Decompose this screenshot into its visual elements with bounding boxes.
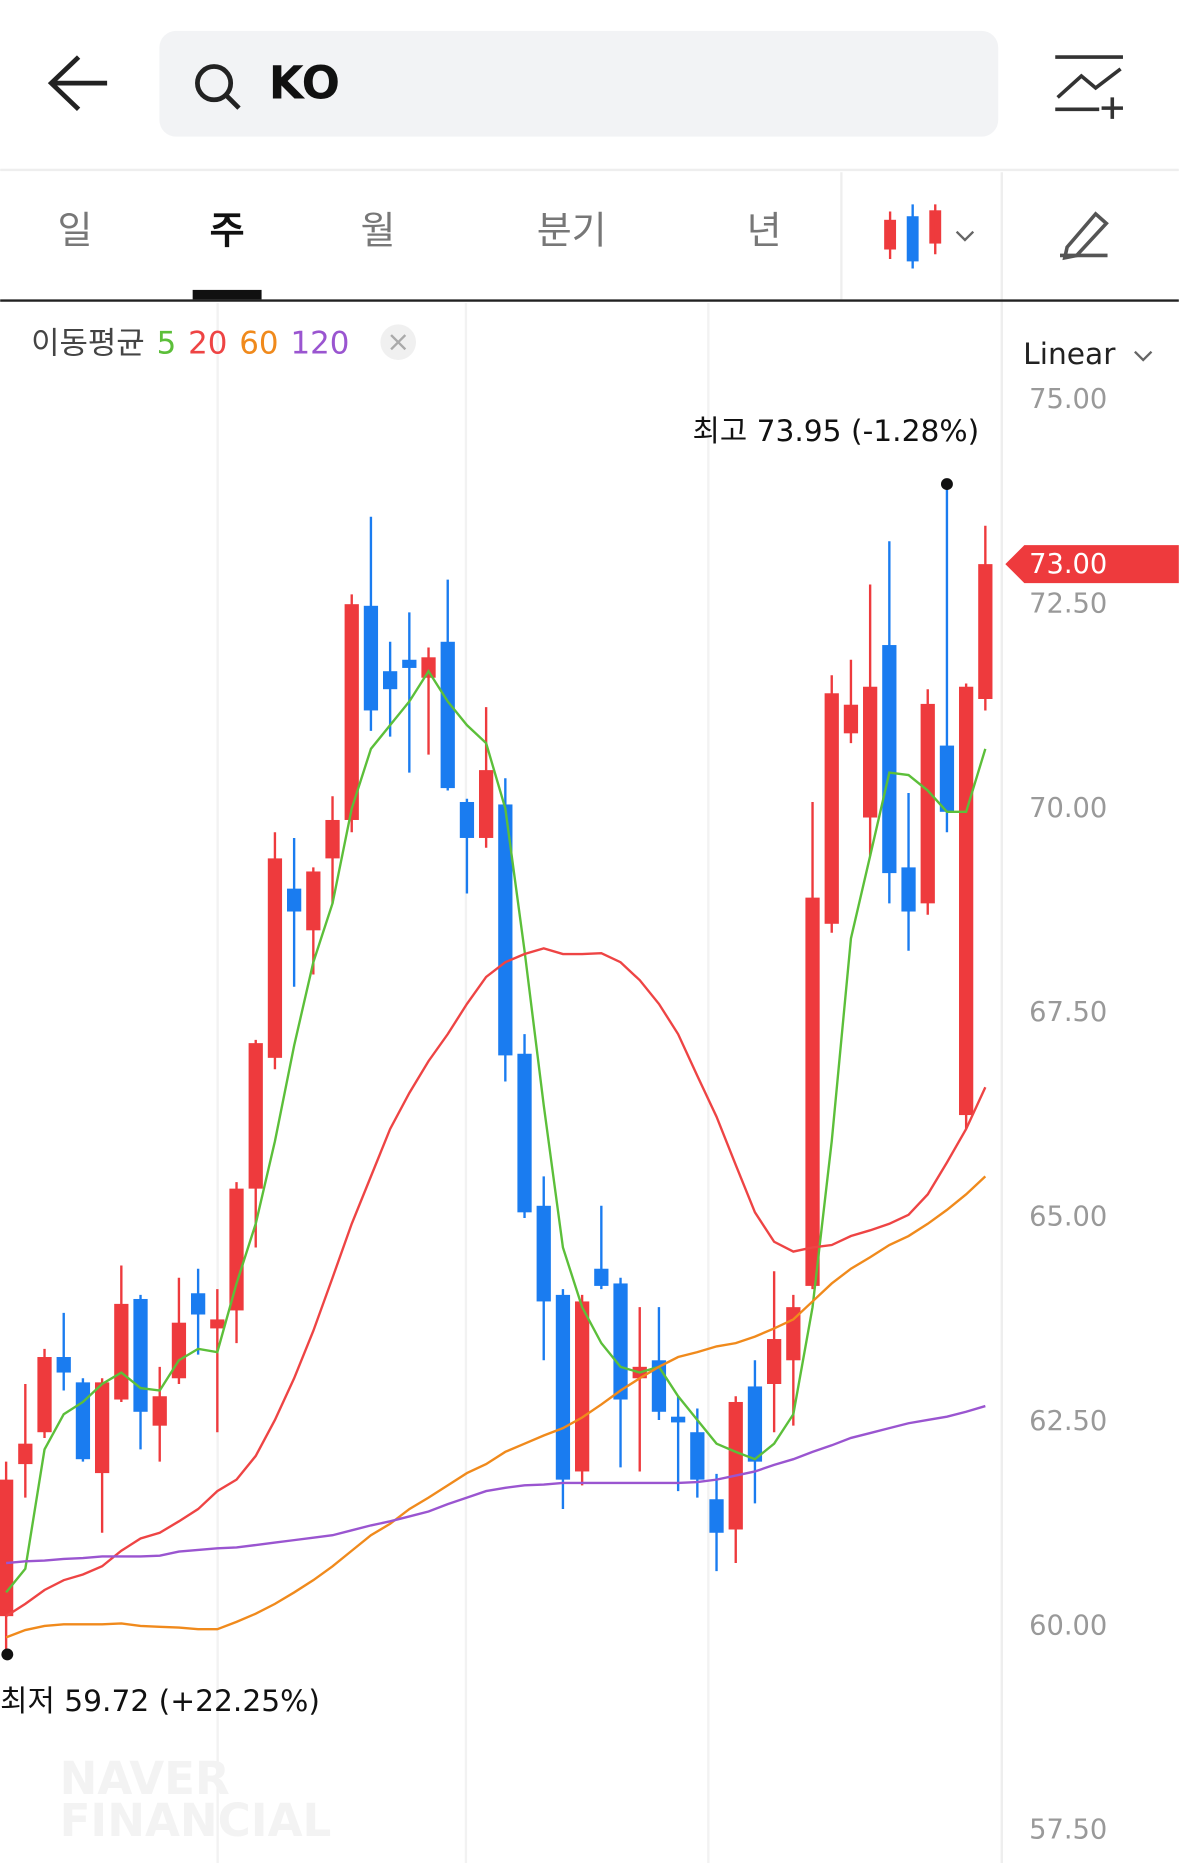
- y-tick-label: 67.50: [1029, 997, 1107, 1028]
- tab[interactable]: 주: [210, 208, 245, 252]
- moving-average-line: [5, 1175, 987, 1639]
- candle-body: [0, 1479, 14, 1617]
- candle-body: [613, 1283, 628, 1400]
- candle-body: [325, 819, 340, 859]
- candle-body: [267, 858, 283, 1058]
- legend-entry: 20: [188, 325, 227, 361]
- chart-type-button[interactable]: [884, 204, 975, 269]
- candle-body: [94, 1382, 110, 1474]
- scale-dropdown: [1134, 350, 1153, 362]
- back-button[interactable]: [47, 55, 108, 112]
- legend-entry: 60: [239, 325, 278, 361]
- candle-body: [229, 1188, 244, 1311]
- candle-body: [248, 1043, 263, 1189]
- y-tick-label: 62.50: [1029, 1406, 1107, 1437]
- low-marker: [1, 1648, 14, 1661]
- ma-legend: 이동평균 5 20 60 120: [31, 325, 349, 361]
- candle-body: [152, 1396, 167, 1426]
- scale-bg: [1005, 377, 1179, 409]
- search-icon: [224, 93, 241, 110]
- high-annotation: 최고 73.95 (-1.28%): [693, 414, 980, 449]
- candle-body: [498, 804, 513, 1056]
- candle-body: [594, 1268, 609, 1286]
- candle-body: [978, 564, 993, 699]
- draw-button[interactable]: [1060, 211, 1109, 261]
- watermark: FINANCIAL: [60, 1794, 332, 1847]
- candle-body: [690, 1432, 705, 1480]
- tab[interactable]: 분기: [537, 208, 607, 252]
- y-tick-label: 60.00: [1029, 1610, 1107, 1641]
- candle-body: [882, 645, 897, 874]
- candle-body: [747, 1386, 763, 1462]
- y-tick-label: 72.50: [1029, 588, 1107, 619]
- candle-body: [805, 897, 820, 1286]
- legend-entry: 120: [290, 325, 349, 361]
- legend-entry: 이동평균: [31, 325, 145, 361]
- candle-body: [536, 1205, 551, 1302]
- header: KO: [47, 30, 1123, 137]
- candle-body: [863, 686, 878, 818]
- ma-close-button: [390, 334, 407, 351]
- candle-body: [479, 770, 494, 838]
- candle-body: [959, 686, 974, 1116]
- candle-body: [402, 659, 417, 668]
- candle-body: [306, 871, 321, 931]
- candle-body: [114, 1303, 129, 1400]
- search-box[interactable]: [159, 30, 999, 137]
- candle-body: [728, 1401, 743, 1530]
- candle-body: [56, 1357, 71, 1373]
- candle-body: [75, 1382, 91, 1460]
- candle-body: [709, 1499, 724, 1533]
- legend-entry: 5: [157, 325, 177, 361]
- low-annotation: 최저 59.72 (+22.25%): [0, 1684, 320, 1719]
- candle-body: [383, 671, 398, 690]
- candle-body: [37, 1357, 52, 1433]
- candle-body: [671, 1416, 686, 1423]
- candle-body: [421, 657, 436, 678]
- compare-button[interactable]: [1055, 55, 1123, 119]
- watermark: NAVER: [60, 1752, 230, 1805]
- candle-body: [133, 1298, 148, 1412]
- y-tick-label: 75.00: [1029, 384, 1107, 415]
- scale-mode[interactable]: Linear: [1023, 337, 1116, 372]
- candle-body: [190, 1293, 206, 1315]
- moving-average-line: [5, 947, 987, 1618]
- search-icon: [195, 64, 234, 103]
- current-price-label: 73.00: [1029, 549, 1107, 580]
- candle-body: [210, 1319, 225, 1329]
- candle-body: [767, 1339, 782, 1384]
- candle-body: [901, 867, 916, 912]
- current-price-tag: [1005, 545, 1179, 584]
- candle-body: [843, 704, 859, 734]
- y-tick-label: 65.00: [1029, 1202, 1107, 1233]
- y-tick-label: 70.00: [1029, 793, 1107, 824]
- moving-average-line: [6, 1404, 986, 1565]
- y-tick-label: 57.50: [1029, 1815, 1107, 1846]
- candle-body: [939, 745, 955, 812]
- tab-indicator: [192, 289, 262, 300]
- tab[interactable]: 일: [58, 208, 93, 252]
- candle-body: [287, 888, 302, 912]
- candle-body: [363, 605, 379, 711]
- search-text: KO: [269, 57, 340, 110]
- candle-body: [824, 693, 839, 924]
- moving-average-line: [5, 668, 987, 1594]
- high-marker: [940, 478, 953, 491]
- tab[interactable]: 월: [361, 208, 396, 252]
- candle-body: [18, 1443, 33, 1465]
- candle-body: [344, 604, 359, 820]
- candle-body: [459, 801, 475, 838]
- candle-body: [517, 1053, 532, 1213]
- candle-body: [440, 641, 455, 789]
- candle-body: [555, 1294, 571, 1480]
- candle-body: [920, 703, 935, 904]
- candle-body: [575, 1301, 590, 1472]
- tab[interactable]: 년: [747, 208, 782, 252]
